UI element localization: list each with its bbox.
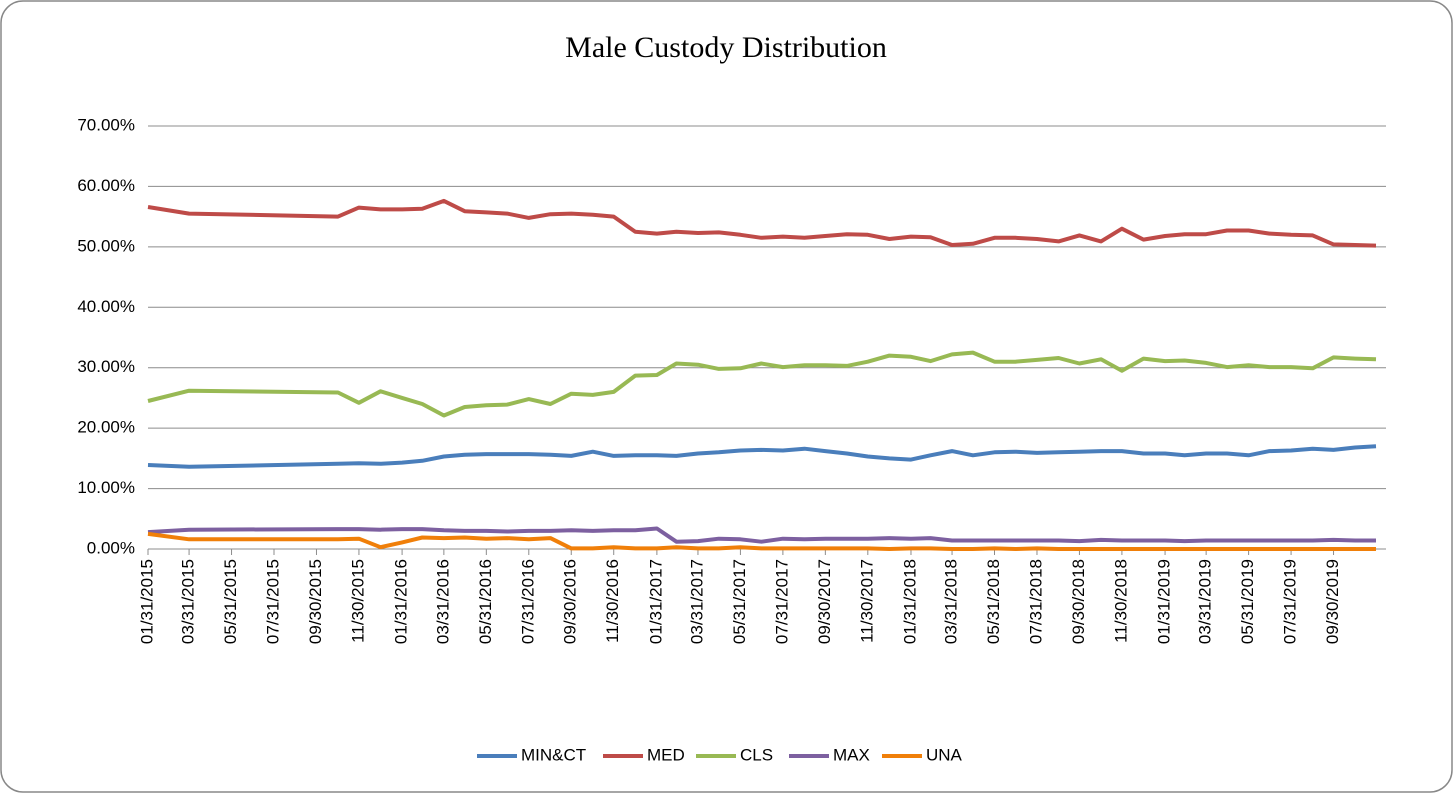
chart-title: Male Custody Distribution <box>565 31 887 64</box>
x-tick-label: 07/31/2018 <box>1026 559 1045 644</box>
x-tick-label: 07/31/2019 <box>1281 559 1300 644</box>
x-tick-label: 11/30/2015 <box>348 559 367 643</box>
x-tick-label: 09/30/2019 <box>1323 559 1342 644</box>
x-tick-label: 01/31/2018 <box>900 559 919 644</box>
legend-label: MIN&CT <box>521 745 586 764</box>
x-tick-label: 05/31/2017 <box>730 559 749 644</box>
y-tick-label: 20.00% <box>77 418 135 437</box>
legend-label: UNA <box>926 745 963 764</box>
x-tick-label: 09/30/2016 <box>561 559 580 644</box>
legend-label: MAX <box>833 745 870 764</box>
y-tick-label: 10.00% <box>77 478 135 497</box>
x-tick-label: 07/31/2016 <box>518 559 537 644</box>
x-tick-label: 03/31/2015 <box>179 559 198 644</box>
x-tick-label: 01/31/2017 <box>646 559 665 644</box>
x-tick-label: 11/30/2016 <box>603 559 622 643</box>
y-tick-label: 40.00% <box>77 297 135 316</box>
y-tick-label: 70.00% <box>77 115 135 134</box>
x-tick-label: 05/31/2018 <box>984 559 1003 644</box>
legend-label: MED <box>647 745 685 764</box>
x-tick-label: 11/30/2018 <box>1111 559 1130 643</box>
x-tick-label: 05/31/2019 <box>1238 559 1257 644</box>
x-tick-label: 11/30/2017 <box>857 559 876 643</box>
series-line <box>147 444 1377 469</box>
y-tick-label: 50.00% <box>77 236 135 255</box>
x-tick-label: 03/31/2017 <box>687 559 706 644</box>
series-line <box>147 350 1377 418</box>
series-line <box>147 526 1376 544</box>
x-tick-label: 07/31/2015 <box>263 559 282 644</box>
x-tick-label: 01/31/2016 <box>392 559 411 644</box>
x-tick-label: 05/31/2015 <box>221 559 240 644</box>
x-tick-label: 03/31/2019 <box>1196 559 1215 644</box>
x-tick-label: 03/31/2018 <box>942 559 961 644</box>
x-tick-label: 09/30/2018 <box>1069 559 1088 644</box>
x-tick-label: 07/31/2017 <box>772 559 791 644</box>
y-tick-label: 30.00% <box>77 357 135 376</box>
series-line <box>147 198 1377 248</box>
series-line <box>147 531 1376 551</box>
legend-label: CLS <box>740 745 773 764</box>
x-tick-label: 09/30/2015 <box>306 559 325 644</box>
x-tick-label: 03/31/2016 <box>433 559 452 644</box>
x-tick-label: 05/31/2016 <box>476 559 495 644</box>
x-tick-label: 01/31/2019 <box>1155 559 1174 644</box>
x-tick-label: 09/30/2017 <box>815 559 834 644</box>
x-tick-label: 01/31/2015 <box>137 559 156 644</box>
y-tick-label: 60.00% <box>77 176 135 195</box>
y-tick-label: 0.00% <box>87 538 135 557</box>
